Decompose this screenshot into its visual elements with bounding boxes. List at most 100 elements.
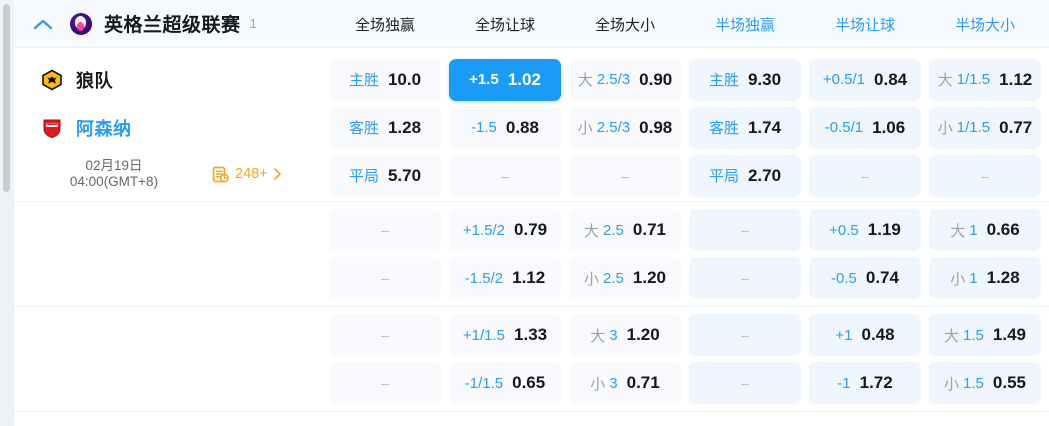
odds-cell-ht-handicap-1[interactable]: +1 0.48	[809, 314, 921, 356]
odds-column-ft-handicap: +1/1.5 1.33 -1/1.5 0.65	[445, 307, 565, 411]
odds-cell-ft-1x2-1: –	[329, 209, 441, 251]
odds-cell-ft-1x2-2: –	[329, 362, 441, 404]
league-panel: 英格兰超级联赛 1 全场独赢 全场让球 全场大小 半场独赢 半场让球 半场大小	[14, 0, 1049, 426]
odds-cell-ft-1x2-1[interactable]: 主胜 10.0	[329, 58, 441, 101]
away-team[interactable]: 阿森纳	[14, 104, 325, 152]
odds-cell-ht-over-under-1[interactable]: 大 1/1.5 1.12	[929, 58, 1041, 101]
odds-cell-ht-1x2-1[interactable]: 主胜 9.30	[689, 58, 801, 101]
match-meta: 02月19日 04:00(GMT+8)	[14, 152, 325, 196]
odds-cell-label: 小	[950, 270, 966, 288]
odds-column-ft-handicap: +1.5 1.02 -1.5 0.88 –	[445, 48, 565, 201]
odds-cell-ht-1x2-1: –	[689, 209, 801, 251]
odds-cell-ft-over-under-2[interactable]: 小 2.5/3 0.98	[569, 106, 681, 149]
wolves-crest-icon	[41, 69, 63, 91]
odds-cell-ht-handicap-1[interactable]: +0.5/1 0.84	[809, 58, 921, 101]
odds-cell-ht-over-under-1[interactable]: 大 1 0.66	[929, 209, 1041, 251]
odds-column-ft-handicap: +1.5/2 0.79 -1.5/2 1.12	[445, 202, 565, 306]
tab-full-time-handicap[interactable]: 全场让球	[474, 16, 535, 34]
odds-cell-ft-handicap-2[interactable]: -1.5/2 1.12	[449, 257, 561, 299]
odds-cell-ht-1x2-3[interactable]: 平局 2.70	[689, 154, 801, 197]
match-row-alt-2: – – +1/1.5 1.33 -1/1.5 0.65 大 3 1.20 小 3 0.71– – +1 0.…	[14, 307, 1049, 412]
odds-cell-ft-over-under-2[interactable]: 小 3 0.71	[569, 362, 681, 404]
tab-half-time-1x2[interactable]: 半场独赢	[714, 16, 775, 34]
match-info-spacer-1	[14, 202, 325, 306]
odds-cell-line: +1	[835, 326, 853, 344]
odds-cell-ft-over-under-2[interactable]: 小 2.5 1.20	[569, 257, 681, 299]
odds-column-ft-over-under: 大 2.5 0.71 小 2.5 1.20	[565, 202, 685, 306]
odds-cell-value: 2.70	[747, 165, 782, 185]
odds-cell-line: -1	[837, 374, 851, 392]
odds-cell-ht-over-under-2[interactable]: 小 1/1.5 0.77	[929, 106, 1041, 149]
odds-cell-line: -0.5	[831, 269, 857, 287]
odds-cell-line: +1.5	[469, 71, 499, 88]
odds-cell-ht-over-under-1[interactable]: 大 1.5 1.49	[929, 314, 1041, 356]
odds-cell-label: 大	[584, 222, 600, 240]
match-datetime: 02月19日 04:00(GMT+8)	[44, 158, 184, 190]
odds-cells-alt-2: – – +1/1.5 1.33 -1/1.5 0.65 大 3 1.20 小 3 0.71– – +1 0.…	[325, 307, 1049, 411]
odds-cell-value: 0.79	[514, 220, 548, 239]
odds-cell-label: 平局	[708, 168, 739, 185]
odds-cell-value: 1.33	[514, 325, 548, 344]
league-header: 英格兰超级联赛 1 全场独赢 全场让球 全场大小 半场独赢 半场让球 半场大小	[14, 0, 1049, 48]
odds-cell-value: 1.02	[507, 69, 541, 89]
odds-cell-line: 2.5/3	[596, 119, 631, 136]
odds-cell-ft-handicap-1[interactable]: +1/1.5 1.33	[449, 314, 561, 356]
match-info: 狼队 阿森纳 0	[14, 48, 325, 201]
odds-cell-value: 1.20	[626, 325, 660, 344]
odds-cell-ft-1x2-1: –	[329, 314, 441, 356]
match-stats-link[interactable]: 248+	[212, 166, 282, 183]
tab-full-time-1x2[interactable]: 全场独赢	[354, 16, 415, 34]
odds-cell-ft-1x2-2[interactable]: 客胜 1.28	[329, 106, 441, 149]
odds-cell-ft-over-under-3: –	[569, 154, 681, 197]
odds-column-ft-over-under: 大 2.5/3 0.90 小 2.5/3 0.98 –	[565, 48, 685, 201]
odds-cell-line: -0.5/1	[824, 119, 864, 136]
chevron-up-icon[interactable]	[28, 18, 58, 30]
odds-cell-ht-handicap-1[interactable]: +0.5 1.19	[809, 209, 921, 251]
odds-cell-line: 1.5	[963, 326, 984, 344]
odds-cell-ht-1x2-2[interactable]: 客胜 1.74	[689, 106, 801, 149]
odds-cell-ft-handicap-2[interactable]: -1.5 0.88	[449, 106, 561, 149]
odds-cell-label: 主胜	[708, 72, 739, 89]
odds-column-ht-over-under: 大 1/1.5 1.12 小 1/1.5 0.77–	[925, 48, 1045, 201]
odds-cell-value: 1.12	[512, 268, 546, 287]
odds-cell-ft-over-under-1[interactable]: 大 2.5 0.71	[569, 209, 681, 251]
odds-cell-ht-over-under-2[interactable]: 小 1.5 0.55	[929, 362, 1041, 404]
odds-cell-ht-handicap-2[interactable]: -0.5/1 1.06	[809, 106, 921, 149]
odds-cell-label: 主胜	[348, 72, 379, 89]
tab-half-time-over-under[interactable]: 半场大小	[954, 16, 1015, 34]
odds-cell-ft-over-under-1[interactable]: 大 3 1.20	[569, 314, 681, 356]
odds-cell-line: 3	[609, 326, 618, 344]
tab-half-time-handicap[interactable]: 半场让球	[834, 16, 895, 34]
page-scrollbar-thumb[interactable]	[3, 4, 10, 192]
odds-cell-line: 1.5	[963, 374, 984, 392]
odds-column-ht-over-under: 大 1.5 1.49 小 1.5 0.55	[925, 307, 1045, 411]
odds-cell-value: 1.12	[999, 69, 1033, 89]
odds-cell-ft-handicap-1[interactable]: +1.5 1.02	[449, 58, 561, 101]
odds-cell-label: 平局	[348, 168, 379, 185]
odds-cell-ft-1x2-3[interactable]: 平局 5.70	[329, 154, 441, 197]
odds-empty-dash: –	[381, 375, 389, 391]
odds-cell-value: 10.0	[387, 69, 422, 89]
odds-empty-dash: –	[741, 270, 749, 286]
odds-empty-dash: –	[741, 222, 749, 238]
odds-cell-value: 5.70	[387, 165, 422, 185]
page-scrollbar[interactable]	[0, 0, 14, 426]
board-tail	[14, 412, 1049, 420]
tab-full-time-over-under[interactable]: 全场大小	[594, 16, 655, 34]
odds-cell-label: 小	[577, 120, 593, 137]
home-team[interactable]: 狼队	[14, 56, 325, 104]
odds-cell-ft-handicap-2[interactable]: -1/1.5 0.65	[449, 362, 561, 404]
odds-cell-value: 0.65	[512, 373, 546, 392]
odds-cell-value: 0.98	[639, 117, 673, 137]
odds-cell-label: 大	[590, 327, 606, 345]
odds-column-ht-over-under: 大 1 0.66 小 1 1.28	[925, 202, 1045, 306]
odds-cell-label: 大	[944, 327, 960, 345]
odds-cell-ht-over-under-2[interactable]: 小 1 1.28	[929, 257, 1041, 299]
odds-cell-ft-over-under-1[interactable]: 大 2.5/3 0.90	[569, 58, 681, 101]
odds-cell-ft-handicap-3: –	[449, 154, 561, 197]
odds-cell-ht-handicap-2[interactable]: -1 1.72	[809, 362, 921, 404]
odds-cell-ht-handicap-2[interactable]: -0.5 0.74	[809, 257, 921, 299]
odds-column-ft-1x2: – –	[325, 307, 445, 411]
odds-cell-line: -1.5	[471, 119, 497, 136]
odds-cell-ft-handicap-1[interactable]: +1.5/2 0.79	[449, 209, 561, 251]
